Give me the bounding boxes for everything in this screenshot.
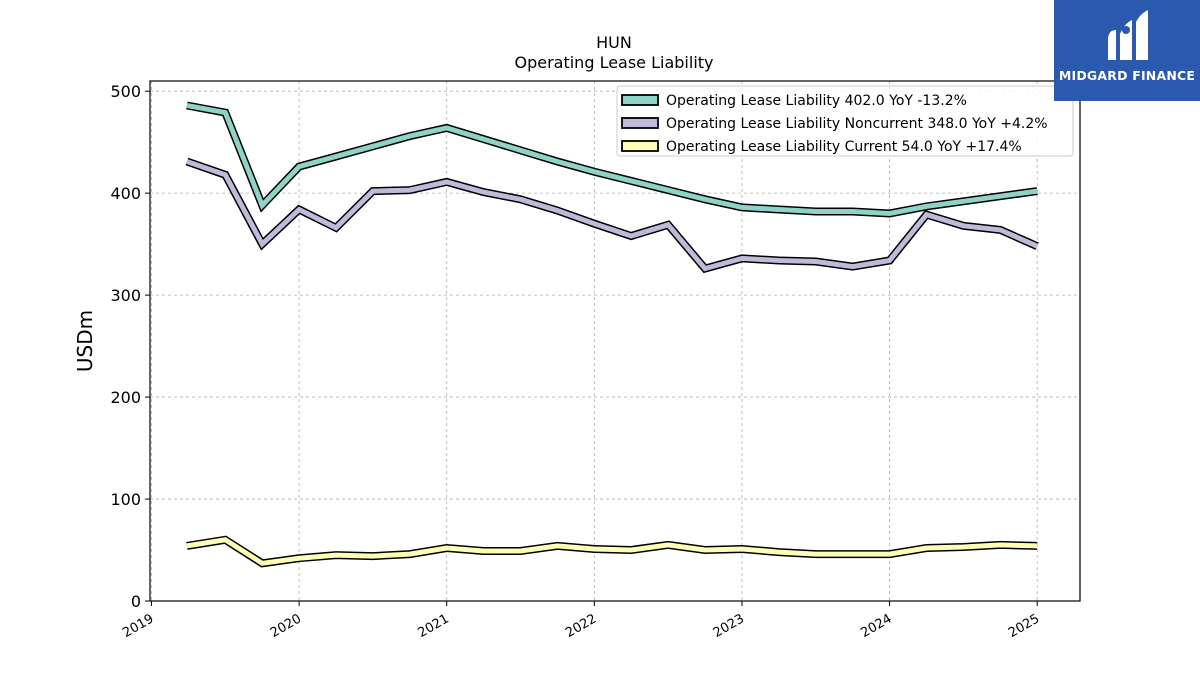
x-axis-ticks: 2019 2020 2021 2022 2023 2024 2025	[120, 601, 1042, 641]
logo-text: MIDGARD FINANCE	[1058, 68, 1196, 83]
legend-swatch	[621, 140, 659, 152]
y-tick-label: 500	[110, 82, 141, 101]
y-tick-label: 100	[110, 490, 141, 509]
series-line	[186, 103, 1038, 217]
y-tick-label: 400	[110, 184, 141, 203]
legend: Operating Lease Liability 402.0 YoY -13.…	[616, 85, 1074, 157]
x-tick-label: 2019	[120, 611, 156, 641]
x-tick-label: 2023	[711, 611, 747, 641]
legend-label: Operating Lease Liability Current 54.0 Y…	[666, 139, 1022, 155]
midgard-finance-logo: MIDGARD FINANCE	[1054, 0, 1200, 101]
y-tick-label: 300	[110, 286, 141, 305]
y-tick-label: 0	[131, 592, 141, 611]
x-tick-label: 2020	[268, 611, 304, 641]
legend-box	[616, 85, 1074, 157]
series-lines	[185, 101, 1039, 568]
x-tick-label: 2024	[858, 611, 894, 641]
chart-title: HUN	[596, 33, 632, 52]
legend-label: Operating Lease Liability Noncurrent 348…	[666, 116, 1048, 132]
series-line	[186, 537, 1038, 566]
x-tick-label: 2022	[563, 611, 599, 641]
legend-swatch	[621, 117, 659, 129]
legend-swatch	[621, 94, 659, 106]
grid-lines	[150, 81, 1080, 602]
chart-subtitle: Operating Lease Liability	[514, 53, 713, 72]
legend-label: Operating Lease Liability 402.0 YoY -13.…	[666, 93, 967, 109]
y-axis-label: USDm	[73, 310, 97, 372]
plot-frame	[149, 80, 1081, 602]
series-line	[186, 159, 1039, 272]
x-tick-label: 2025	[1006, 611, 1042, 641]
y-axis-ticks: 0 100 200 300 400 500	[110, 82, 150, 611]
x-tick-label: 2021	[416, 611, 452, 641]
y-tick-label: 200	[110, 388, 141, 407]
logo-mark-icon	[1108, 10, 1148, 60]
